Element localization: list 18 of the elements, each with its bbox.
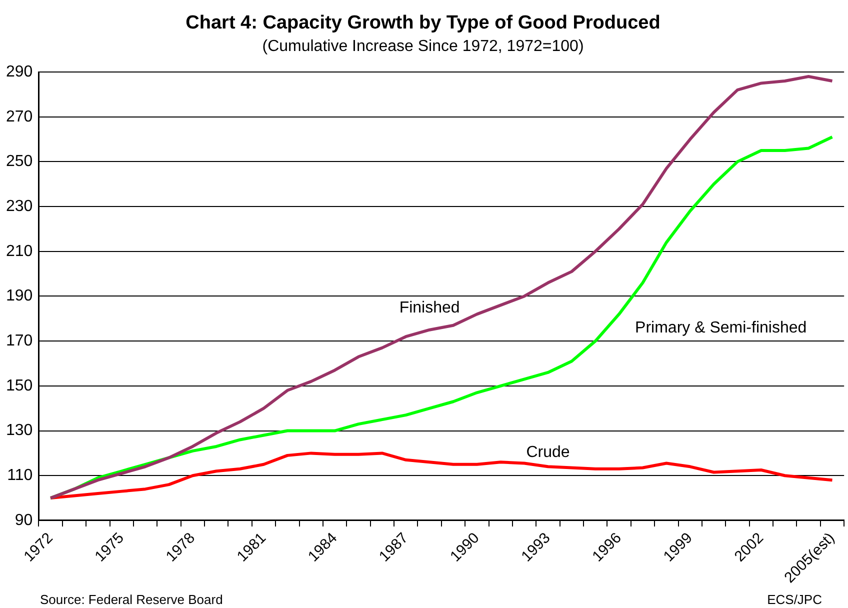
y-tick-label: 90 — [14, 512, 33, 529]
series-label: Primary & Semi-finished — [635, 320, 807, 337]
series-label: Finished — [399, 299, 460, 316]
y-tick-label: 270 — [6, 108, 33, 126]
y-tick-label: 170 — [6, 332, 33, 350]
chart-subtitle: (Cumulative Increase Since 1972, 1972=100) — [262, 38, 584, 55]
y-tick-label: 250 — [6, 153, 33, 170]
y-tick-label: 210 — [6, 242, 33, 260]
y-tick-label: 150 — [6, 377, 33, 394]
series-label: Crude — [526, 444, 570, 462]
source-note: Source: Federal Reserve Board — [40, 592, 223, 607]
chart-title: Chart 4: Capacity Growth by Type of Good Produced — [186, 12, 660, 34]
y-tick-label: 190 — [6, 288, 33, 305]
y-tick-label: 130 — [6, 422, 33, 440]
y-tick-label: 110 — [7, 467, 33, 484]
y-tick-label: 230 — [6, 198, 33, 215]
text: ECS/JPC — [767, 592, 822, 607]
y-tick-label: 290 — [6, 63, 33, 80]
